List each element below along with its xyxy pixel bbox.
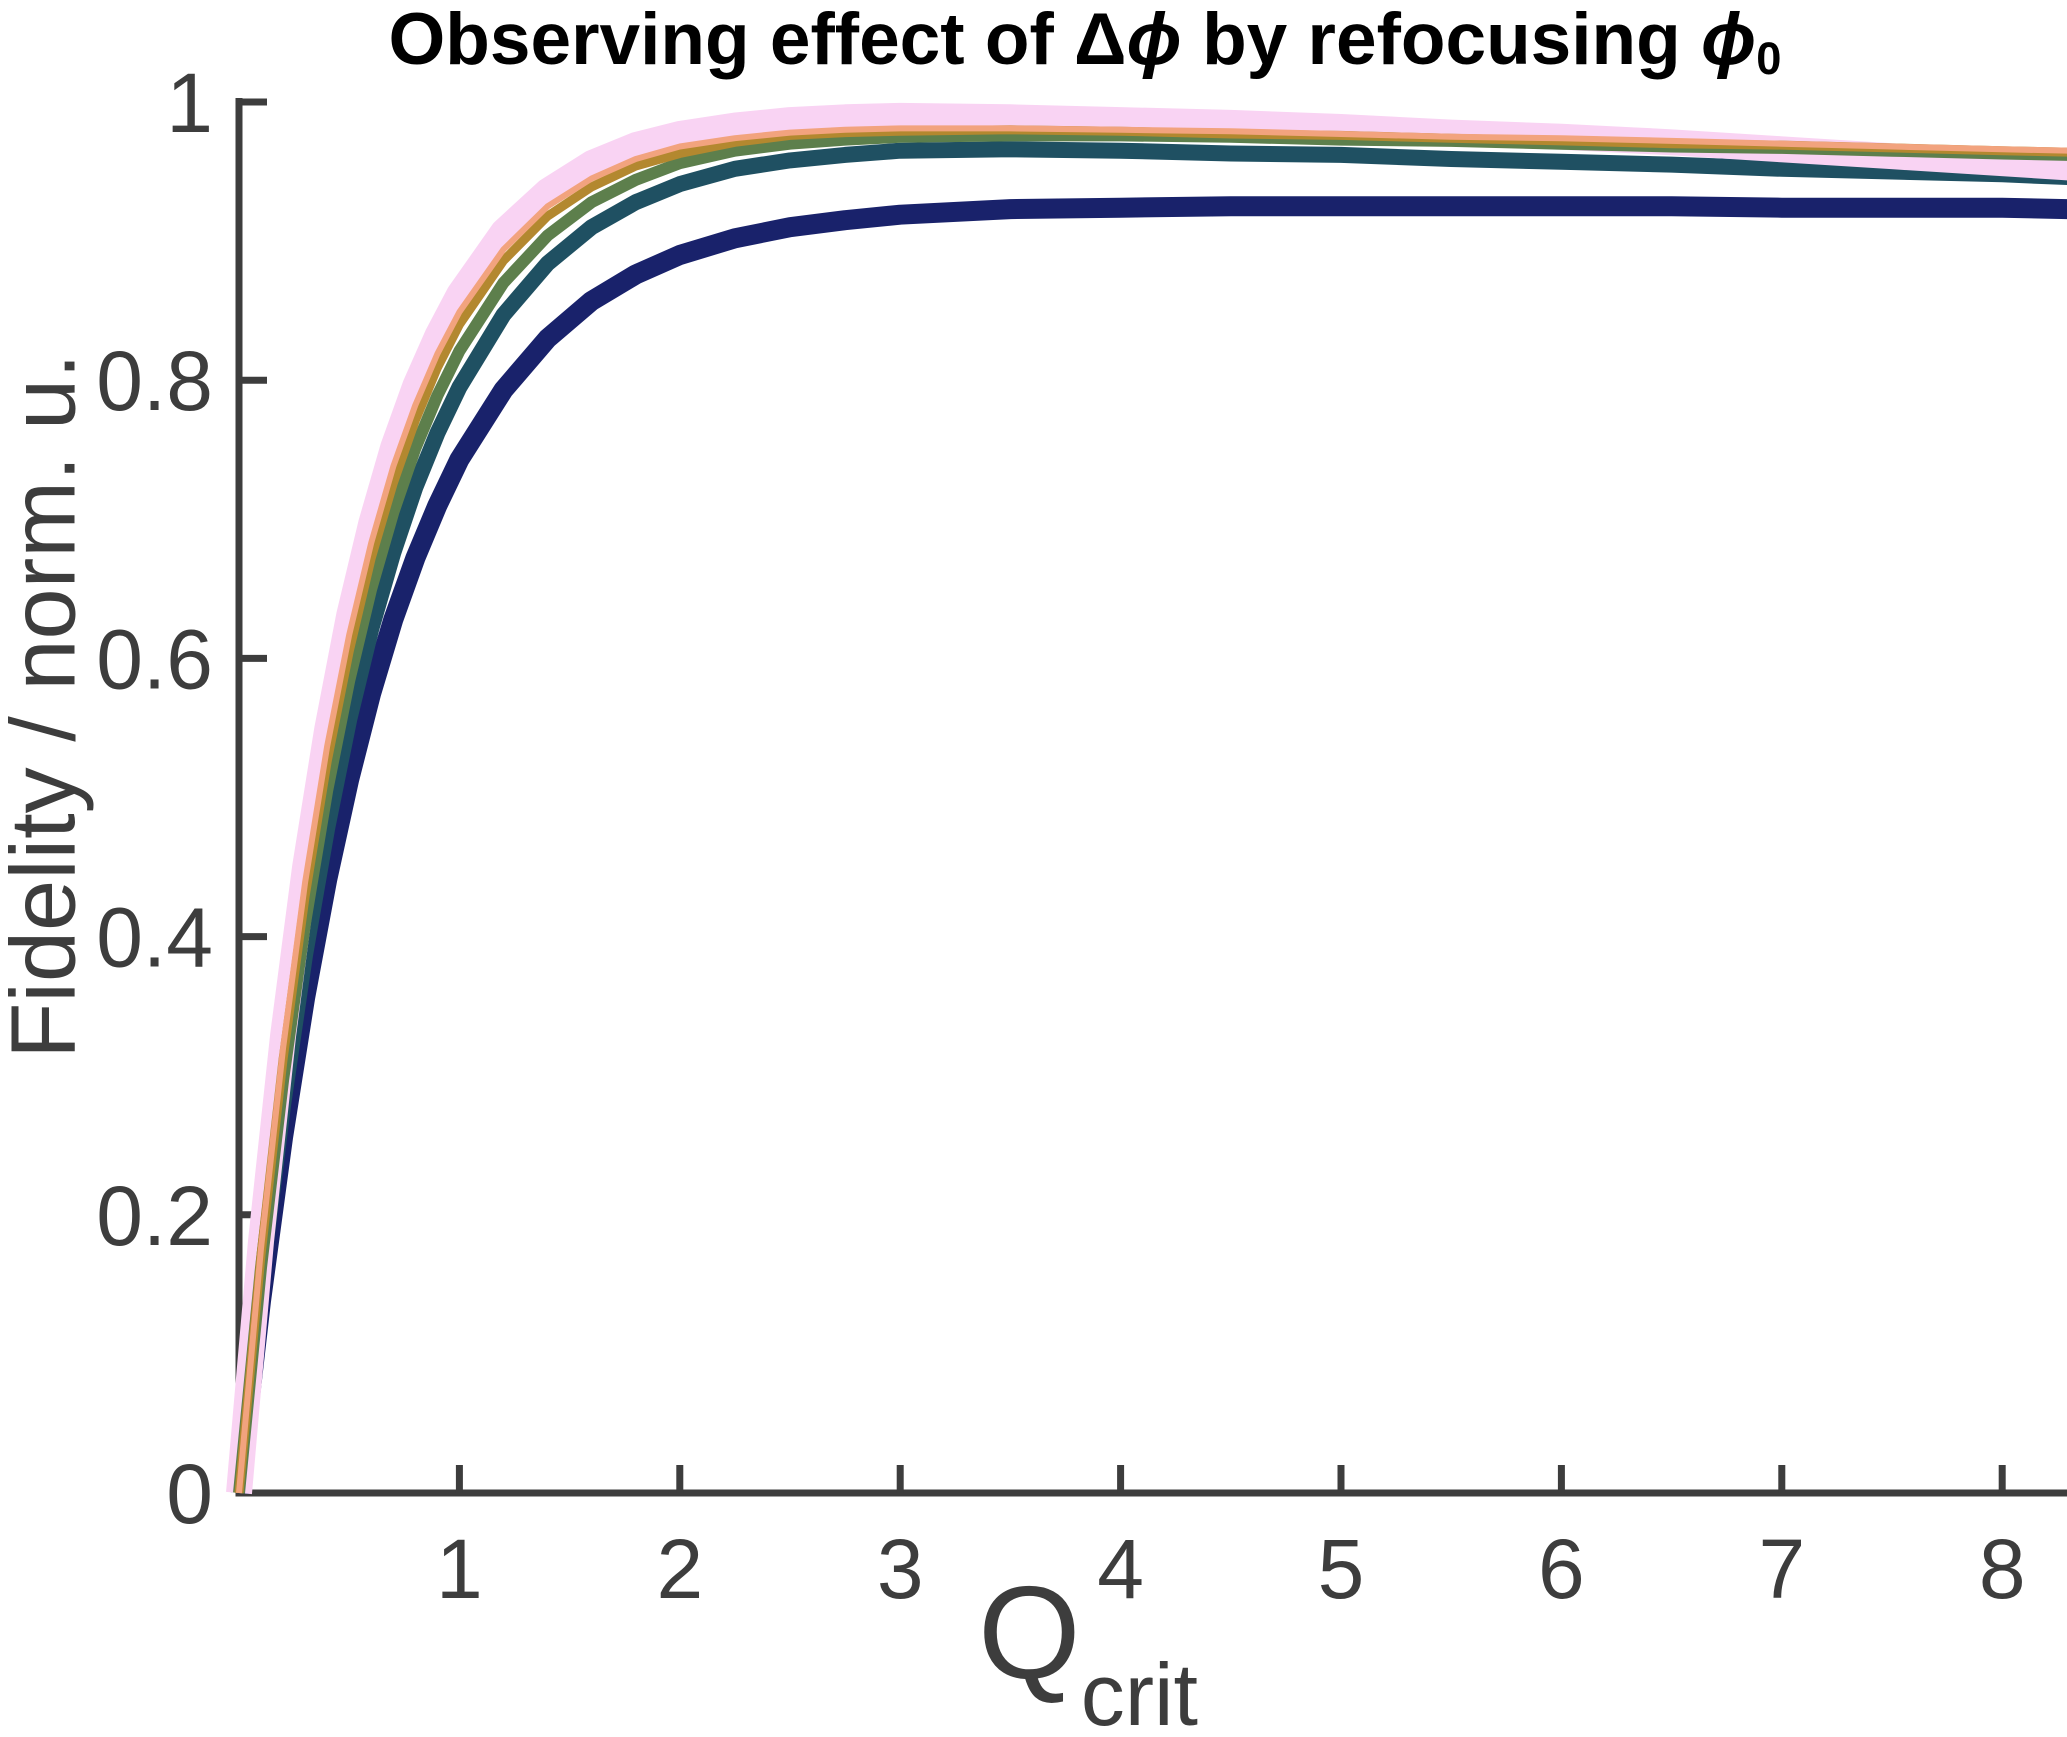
- x-axis-label-subscript: crit: [1080, 1645, 1198, 1737]
- title-phi0-symbol: ϕ: [1701, 0, 1757, 80]
- y-tick-label: 0.2: [96, 1169, 213, 1263]
- x-axis-label: Qcrit: [978, 1567, 1198, 1737]
- series-line-pink: [226, 102, 2067, 1495]
- series-line-teal: [231, 141, 2067, 1494]
- y-axis-label: Fidelity / norm. u.: [0, 353, 95, 1059]
- x-tick-label: 5: [1318, 1522, 1365, 1616]
- x-tick-label: 6: [1538, 1522, 1585, 1616]
- x-tick-label: 7: [1758, 1522, 1805, 1616]
- title-phi0-subscript: 0: [1756, 32, 1782, 84]
- series-line-navy: [229, 196, 2067, 1495]
- y-tick-label: 0.6: [96, 612, 213, 706]
- x-axis-label-main: Q: [978, 1559, 1081, 1706]
- y-tick-label: 0.4: [96, 891, 213, 985]
- chart-title: Observing effect of Δϕ by refocusing ϕ0: [388, 0, 1782, 82]
- x-tick-label: 2: [656, 1522, 703, 1616]
- x-tick-label: 4: [1097, 1522, 1144, 1616]
- y-tick-label: 0: [166, 1447, 213, 1541]
- x-tick-label: 3: [877, 1522, 924, 1616]
- title-text-2: by refocusing: [1181, 0, 1702, 80]
- series-line-salmon: [236, 125, 2067, 1494]
- x-tick-label: 8: [1979, 1522, 2026, 1616]
- title-phi-symbol: ϕ: [1126, 0, 1182, 80]
- x-tick-label: 1: [436, 1522, 483, 1616]
- y-tick-label: 1: [166, 56, 213, 150]
- title-delta-symbol: Δ: [1074, 0, 1127, 80]
- y-tick-label: 0.8: [96, 334, 213, 428]
- series-line-green: [233, 129, 2067, 1494]
- series-line-gold: [234, 125, 2067, 1494]
- title-text-1: Observing effect of: [388, 0, 1075, 80]
